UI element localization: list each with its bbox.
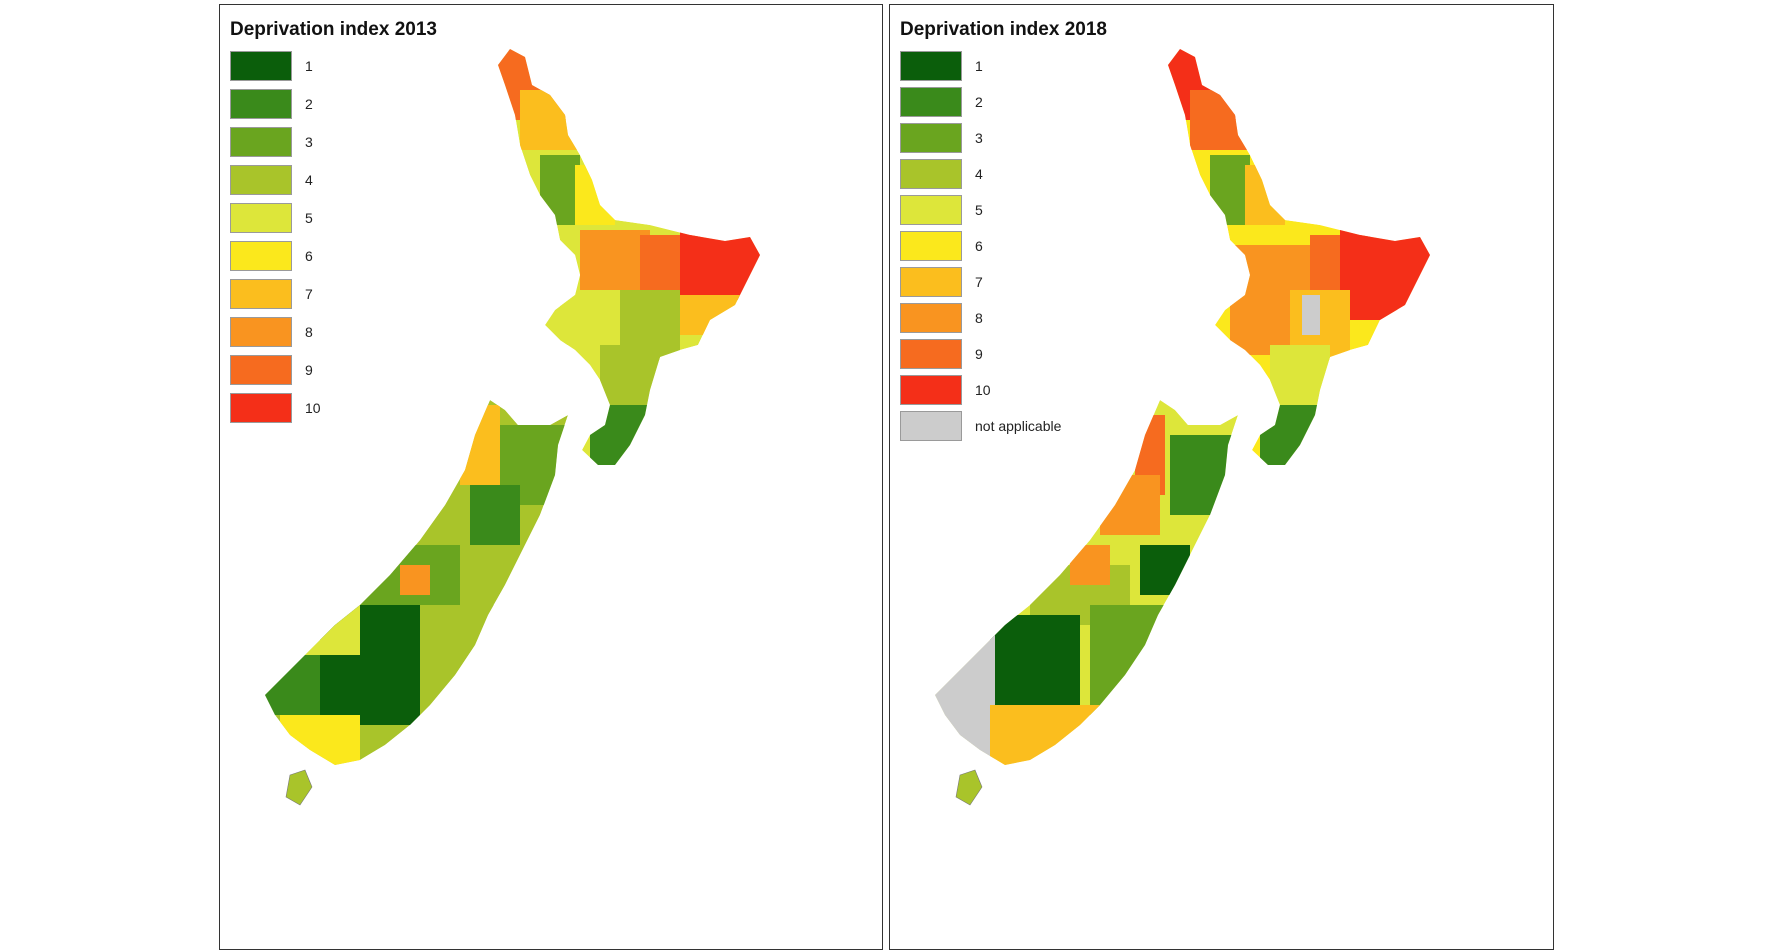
legend-label: 6 bbox=[305, 248, 313, 264]
legend-swatch bbox=[230, 51, 292, 81]
legend-label: 4 bbox=[305, 172, 313, 188]
legend-item: 5 bbox=[900, 195, 1160, 227]
legend-item: 6 bbox=[900, 231, 1160, 263]
legend-swatch bbox=[230, 355, 292, 385]
legend-label: 3 bbox=[305, 134, 313, 150]
legend-swatch bbox=[900, 339, 962, 369]
legend-label: 3 bbox=[975, 130, 983, 146]
legend-label: 8 bbox=[975, 310, 983, 326]
map-panel-2018: Deprivation index 2018 1 2 3 4 5 6 7 8 9… bbox=[889, 4, 1554, 950]
legend-swatch bbox=[230, 393, 292, 423]
legend-item: 10 bbox=[900, 375, 1160, 407]
legend-label: not applicable bbox=[975, 418, 1062, 434]
legend-label: 4 bbox=[975, 166, 983, 182]
map-panel-2013: Deprivation index 2013 1 2 3 4 5 6 7 8 9… bbox=[219, 4, 883, 950]
new-zealand-map-2018 bbox=[935, 49, 1430, 806]
legend-item: 9 bbox=[900, 339, 1160, 371]
map-title-2013: Deprivation index 2013 bbox=[230, 19, 437, 40]
legend-swatch bbox=[230, 203, 292, 233]
legend-item: 2 bbox=[230, 89, 490, 121]
legend-label: 5 bbox=[305, 210, 313, 226]
legend-label: 9 bbox=[975, 346, 983, 362]
new-zealand-map-2013 bbox=[265, 49, 760, 806]
legend-item: 7 bbox=[900, 267, 1160, 299]
legend-label: 10 bbox=[305, 400, 321, 416]
legend-label: 7 bbox=[305, 286, 313, 302]
legend-swatch bbox=[230, 89, 292, 119]
legend-label: 10 bbox=[975, 382, 991, 398]
legend-item: 3 bbox=[230, 127, 490, 159]
legend-swatch bbox=[900, 303, 962, 333]
legend-item: 4 bbox=[230, 165, 490, 197]
legend-label: 5 bbox=[975, 202, 983, 218]
legend-swatch bbox=[230, 317, 292, 347]
legend-item: 6 bbox=[230, 241, 490, 273]
legend-swatch bbox=[230, 241, 292, 271]
legend-swatch bbox=[900, 123, 962, 153]
legend-item: 10 bbox=[230, 393, 490, 425]
legend-item: 1 bbox=[230, 51, 490, 83]
legend-label: 8 bbox=[305, 324, 313, 340]
legend-label: 6 bbox=[975, 238, 983, 254]
legend-swatch bbox=[900, 375, 962, 405]
legend-swatch bbox=[900, 267, 962, 297]
legend-item: 3 bbox=[900, 123, 1160, 155]
legend-label: 1 bbox=[975, 58, 983, 74]
legend-label: 9 bbox=[305, 362, 313, 378]
legend-swatch bbox=[230, 165, 292, 195]
legend-item: 9 bbox=[230, 355, 490, 387]
legend-label: 2 bbox=[305, 96, 313, 112]
legend-label: 1 bbox=[305, 58, 313, 74]
legend-swatch bbox=[900, 159, 962, 189]
legend-label: 7 bbox=[975, 274, 983, 290]
legend-swatch bbox=[900, 51, 962, 81]
legend-item: 1 bbox=[900, 51, 1160, 83]
legend-swatch bbox=[900, 411, 962, 441]
legend-label: 2 bbox=[975, 94, 983, 110]
legend-item: 7 bbox=[230, 279, 490, 311]
legend-swatch bbox=[900, 87, 962, 117]
legend-swatch bbox=[900, 231, 962, 261]
legend-swatch bbox=[230, 127, 292, 157]
legend-swatch bbox=[900, 195, 962, 225]
legend-item: 5 bbox=[230, 203, 490, 235]
map-title-2018: Deprivation index 2018 bbox=[900, 19, 1107, 40]
legend-item: 8 bbox=[230, 317, 490, 349]
legend-item: 4 bbox=[900, 159, 1160, 191]
legend-item: not applicable bbox=[900, 411, 1160, 443]
legend-swatch bbox=[230, 279, 292, 309]
legend-item: 8 bbox=[900, 303, 1160, 335]
legend-item: 2 bbox=[900, 87, 1160, 119]
